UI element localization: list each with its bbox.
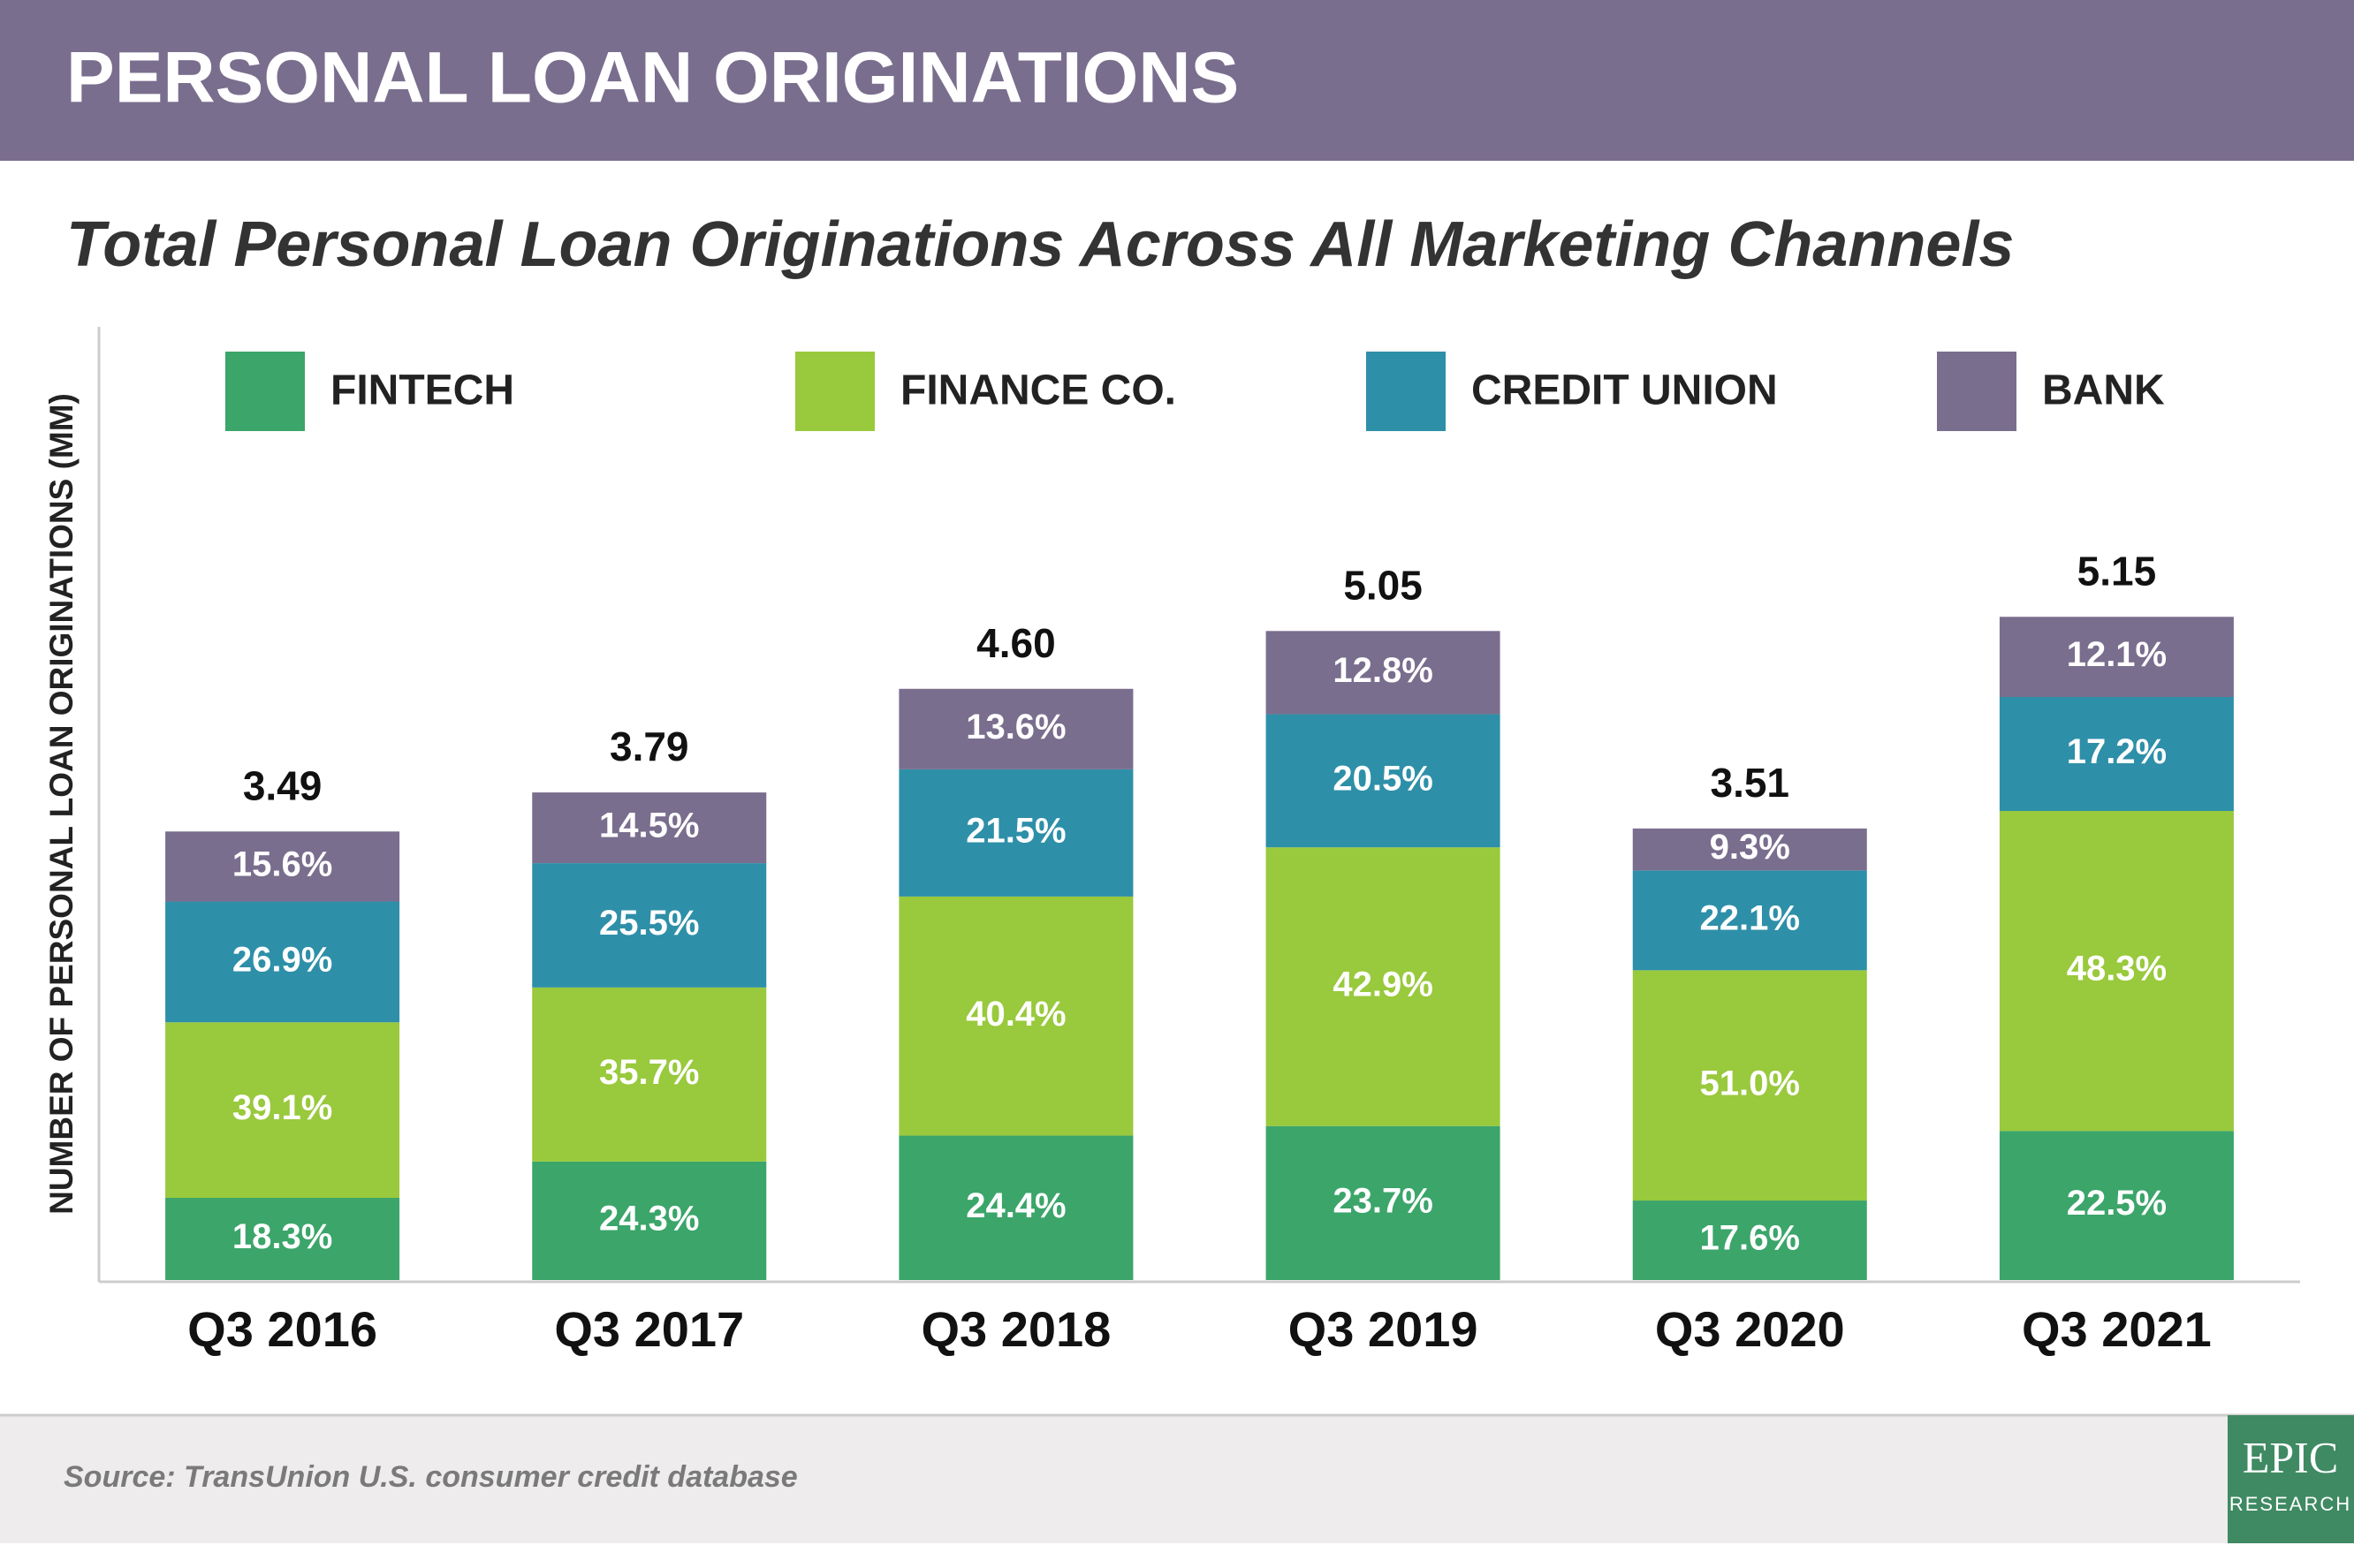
segment-label: 15.6%	[232, 845, 332, 883]
total-label: 3.51	[1710, 760, 1789, 806]
x-tick-label: Q3 2019	[1288, 1301, 1478, 1357]
legend-label: BANK	[2042, 367, 2165, 414]
segment-label: 48.3%	[2067, 950, 2167, 989]
total-label: 5.05	[1343, 562, 1423, 608]
footer-band	[0, 1415, 2354, 1543]
bar-segment	[1265, 631, 1500, 715]
source: Source: TransUnion U.S. consumer credit …	[64, 1460, 798, 1494]
bar-segment	[532, 987, 767, 1162]
bar-segment	[532, 1161, 767, 1280]
legend-label: FINANCE CO.	[900, 367, 1176, 414]
bar-segment	[899, 1135, 1134, 1280]
bar-segment	[165, 901, 400, 1023]
segment-label: 22.1%	[1700, 898, 1800, 937]
segment-label: 9.3%	[1710, 828, 1790, 867]
segment-label: 39.1%	[232, 1088, 332, 1127]
bar-segment	[165, 1022, 400, 1198]
bar-segment	[1265, 714, 1500, 848]
segment-label: 26.9%	[232, 940, 332, 979]
bar-segment	[165, 831, 400, 902]
bar-segment	[1632, 870, 1867, 971]
bar-segment	[532, 792, 767, 864]
bar-segment	[532, 863, 767, 988]
segment-label: 17.6%	[1700, 1219, 1800, 1258]
segment-label: 24.3%	[599, 1200, 699, 1238]
bar-segment	[899, 896, 1134, 1136]
segment-label: 22.5%	[2067, 1184, 2167, 1223]
segment-label: 42.9%	[1333, 966, 1432, 1004]
legend-label: FINTECH	[330, 367, 514, 414]
logo-bottom: RESEARCH	[2229, 1493, 2351, 1515]
legend-swatch	[1937, 352, 2016, 431]
segment-label: 51.0%	[1700, 1064, 1800, 1102]
bar-segment	[899, 688, 1134, 769]
segment-label: 18.3%	[232, 1217, 332, 1256]
total-label: 4.60	[976, 620, 1056, 666]
bar-segment	[1999, 811, 2234, 1132]
x-tick-label: Q3 2017	[554, 1301, 744, 1357]
segment-label: 13.6%	[966, 708, 1066, 746]
legend-swatch	[1366, 352, 1446, 431]
bar-segment	[165, 1197, 400, 1280]
bar-segment	[1265, 1125, 1500, 1280]
bar-segment	[1632, 1201, 1867, 1280]
logo	[2228, 1415, 2354, 1543]
y-axis-label: NUMBER OF PERSONAL LOAN ORIGINATIONS (MM…	[43, 393, 80, 1215]
legend-label: CREDIT UNION	[1471, 367, 1778, 414]
bar-segment	[1999, 1131, 2234, 1280]
x-tick-label: Q3 2018	[921, 1301, 1111, 1357]
x-tick-label: Q3 2021	[2022, 1301, 2212, 1357]
segment-label: 20.5%	[1333, 759, 1432, 798]
bar-segment	[1999, 697, 2234, 811]
logo-top: EPIC	[2243, 1432, 2338, 1481]
chart-title: Total Personal Loan Originations Across …	[66, 209, 2014, 280]
segment-label: 35.7%	[599, 1053, 699, 1092]
segment-label: 17.2%	[2067, 732, 2167, 771]
segment-label: 12.8%	[1333, 651, 1432, 690]
segment-label: 25.5%	[599, 904, 699, 943]
segment-label: 21.5%	[966, 811, 1066, 850]
segment-label: 12.1%	[2067, 635, 2167, 674]
total-label: 3.49	[243, 762, 323, 808]
segment-label: 40.4%	[966, 995, 1066, 1034]
segment-label: 23.7%	[1333, 1181, 1432, 1220]
bar-segment	[1265, 847, 1500, 1126]
x-tick-label: Q3 2020	[1655, 1301, 1845, 1357]
total-label: 5.15	[2077, 548, 2157, 594]
bar-segment	[899, 769, 1134, 897]
bar-segment	[1999, 617, 2234, 697]
segment-label: 14.5%	[599, 807, 699, 845]
bar-segment	[1632, 828, 1867, 871]
header-band	[0, 0, 2354, 161]
bar-segment	[1632, 970, 1867, 1201]
header-title: PERSONAL LOAN ORIGINATIONS	[66, 38, 1239, 118]
total-label: 3.79	[610, 723, 689, 769]
segment-label: 24.4%	[966, 1186, 1066, 1225]
x-tick-label: Q3 2016	[187, 1301, 377, 1357]
legend-swatch	[795, 352, 875, 431]
legend-swatch	[225, 352, 305, 431]
